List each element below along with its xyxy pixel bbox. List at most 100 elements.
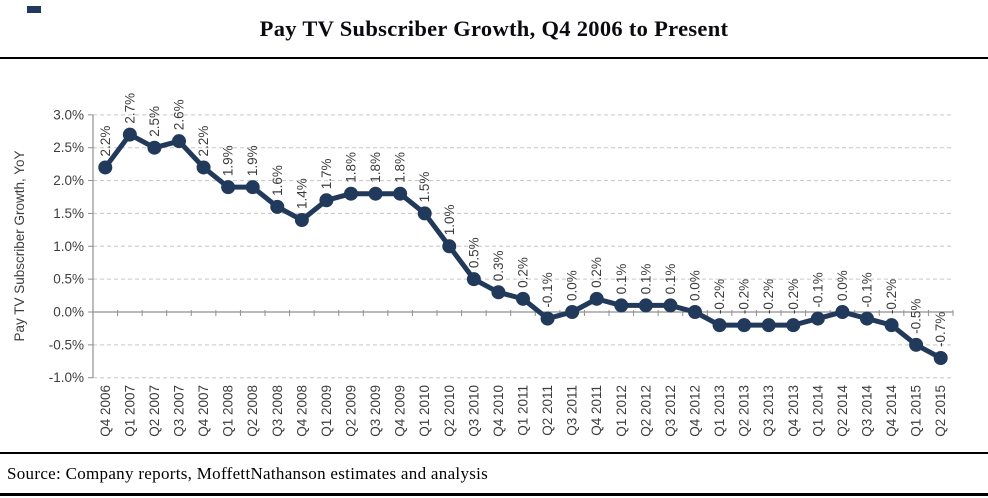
- x-tick-label: Q4 2010: [491, 385, 506, 437]
- data-point-label: -0.1%: [810, 272, 825, 307]
- x-tick-label: Q1 2008: [221, 385, 236, 437]
- x-tick-label: Q2 2008: [245, 385, 260, 437]
- data-point-marker: [909, 337, 924, 352]
- x-tick-label: Q4 2009: [393, 385, 408, 437]
- data-point-label: -0.1%: [540, 272, 555, 307]
- x-tick-label: Q3 2007: [172, 385, 187, 437]
- chart-title: Pay TV Subscriber Growth, Q4 2006 to Pre…: [259, 16, 729, 41]
- data-point-marker: [835, 305, 850, 319]
- x-tick-label: Q1 2009: [319, 385, 334, 437]
- data-point-label: -0.5%: [909, 299, 924, 334]
- x-tick-label: Q2 2014: [835, 385, 850, 437]
- x-tick-label: Q3 2008: [270, 385, 285, 437]
- data-point-label: 0.0%: [835, 270, 850, 301]
- x-tick-label: Q3 2010: [466, 385, 481, 437]
- data-point-label: 0.1%: [614, 264, 629, 295]
- data-point-marker: [270, 199, 285, 214]
- data-point-label: 1.4%: [294, 178, 309, 209]
- data-point-label: -0.2%: [786, 279, 801, 314]
- data-point-label: -0.7%: [933, 312, 948, 347]
- data-point-marker: [737, 318, 752, 333]
- footer-divider-line: [0, 452, 988, 454]
- data-point-label: 1.8%: [344, 152, 359, 183]
- x-tick-label: Q3 2014: [860, 385, 875, 437]
- data-point-label: -0.2%: [712, 279, 727, 314]
- x-tick-label: Q1 2013: [712, 385, 727, 437]
- data-point-marker: [516, 291, 530, 306]
- data-point-marker: [98, 160, 113, 175]
- data-point-marker: [884, 318, 899, 333]
- data-point-marker: [147, 140, 162, 155]
- x-tick-label: Q1 2012: [614, 385, 629, 437]
- data-point-marker: [319, 193, 334, 208]
- line-chart: 3.0% 2.5% 2.0% 1.5% 1.0% 0.5% 0.0% -0.5% -1.0% 2.…: [12, 93, 954, 437]
- x-tick-label: Q1 2007: [122, 385, 137, 437]
- data-point-marker: [712, 318, 727, 333]
- data-point-marker: [221, 180, 236, 195]
- x-tick-label: Q4 2013: [786, 385, 801, 437]
- data-point-label: 2.2%: [98, 126, 113, 157]
- x-tick-label: Q4 2011: [589, 385, 604, 436]
- data-point-marker: [122, 127, 137, 142]
- data-point-marker: [245, 180, 260, 195]
- data-point-label: 2.7%: [122, 93, 137, 124]
- data-point-marker: [761, 318, 776, 333]
- data-point-label: 0.1%: [638, 264, 653, 295]
- data-point-label: 2.5%: [147, 106, 162, 137]
- x-tick-label: Q1 2014: [810, 385, 825, 437]
- x-tick-label: Q4 2008: [294, 385, 309, 437]
- data-point-label: 2.2%: [196, 126, 211, 157]
- data-point-label: 0.2%: [516, 257, 531, 288]
- y-tick-label: -0.5%: [49, 337, 84, 352]
- data-point-marker: [933, 350, 948, 365]
- data-point-label: 0.2%: [589, 257, 604, 288]
- brand-mark: [27, 6, 41, 13]
- data-point-label: 1.9%: [221, 145, 236, 176]
- x-tick-label: Q2 2009: [344, 385, 359, 437]
- data-point-label: 1.5%: [417, 172, 432, 203]
- data-point-label: 1.6%: [270, 165, 285, 196]
- data-point-marker: [589, 291, 604, 306]
- data-point-label: 1.9%: [245, 145, 260, 176]
- x-tick-label: Q4 2006: [98, 385, 113, 437]
- data-point-label: 0.5%: [466, 237, 481, 268]
- data-point-marker: [663, 298, 678, 313]
- y-axis-title: Pay TV Subscriber Growth, YoY: [12, 150, 27, 341]
- x-tick-label: Q2 2015: [933, 385, 948, 437]
- data-point-marker: [565, 305, 580, 319]
- y-tick-label: 2.0%: [53, 173, 84, 188]
- data-point-label: 2.6%: [172, 99, 187, 130]
- y-tick-label: -1.0%: [49, 370, 84, 385]
- x-tick-label: Q4 2012: [688, 385, 703, 437]
- top-divider-line: [0, 57, 988, 59]
- x-tick-label: Q4 2014: [884, 385, 899, 437]
- data-point-label: 0.3%: [491, 251, 506, 282]
- data-point-marker: [491, 285, 506, 300]
- data-point-marker: [393, 186, 408, 201]
- source-note: Source: Company reports, MoffettNathanso…: [7, 464, 489, 483]
- data-point-marker: [172, 134, 186, 149]
- x-tick-label: Q1 2015: [909, 385, 924, 437]
- data-point-label: 1.7%: [319, 159, 334, 190]
- data-point-marker: [294, 213, 309, 228]
- data-point-marker: [417, 206, 432, 221]
- data-point-label: -0.2%: [884, 279, 899, 314]
- data-point-label: -0.2%: [737, 279, 752, 314]
- data-point-label: -0.2%: [761, 279, 776, 314]
- y-tick-label: 3.0%: [53, 107, 84, 122]
- data-point-marker: [540, 311, 555, 326]
- data-point-label: 1.0%: [442, 205, 457, 236]
- x-tick-label: Q1 2011: [516, 385, 531, 436]
- data-point-marker: [442, 239, 457, 254]
- y-tick-label: 0.0%: [53, 305, 84, 320]
- y-tick-label: 0.5%: [53, 272, 84, 287]
- x-tick-label: Q3 2011: [565, 385, 580, 436]
- x-tick-label: Q2 2010: [442, 385, 457, 437]
- data-point-label: 0.0%: [688, 270, 703, 301]
- x-tick-label: Q4 2007: [196, 385, 211, 437]
- data-point-marker: [614, 298, 629, 313]
- x-tick-label: Q3 2012: [663, 385, 678, 437]
- data-point-marker: [638, 298, 653, 313]
- x-tick-label: Q2 2007: [147, 385, 162, 437]
- data-point-marker: [368, 186, 383, 201]
